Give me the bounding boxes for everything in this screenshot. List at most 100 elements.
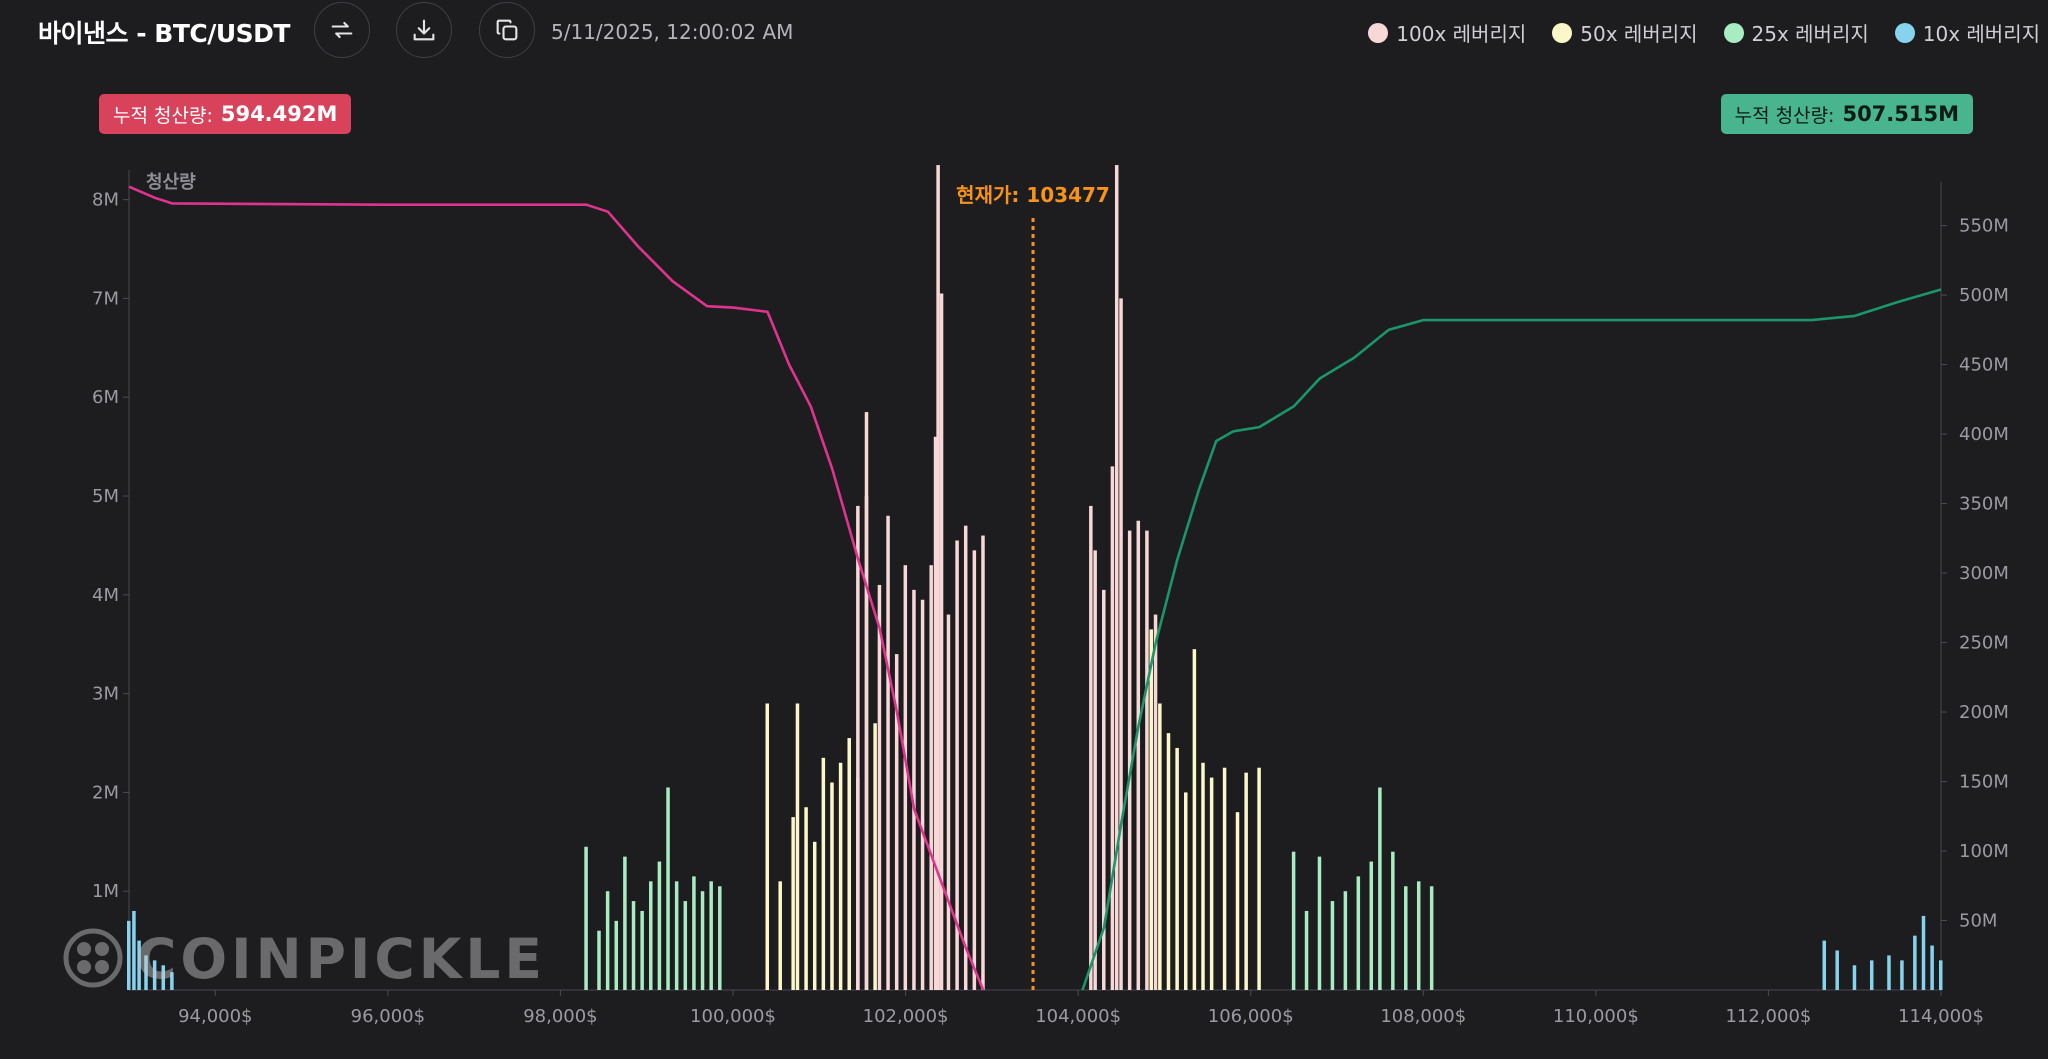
bar-100x <box>1119 298 1123 991</box>
bar-50x <box>1192 649 1197 990</box>
swap-icon <box>331 21 353 39</box>
bar-100x <box>856 505 860 990</box>
coinpickle-watermark: COINPICKLE <box>63 927 542 991</box>
bar-10x <box>137 940 141 990</box>
bar-50x <box>1158 703 1162 990</box>
bar-100x <box>933 436 938 991</box>
badge-value: 594.492M <box>220 102 338 126</box>
bar-25x <box>683 901 688 990</box>
download-icon <box>413 19 435 41</box>
y-left-tick-label: 2M <box>92 782 119 803</box>
y-right-tick-label: 250M <box>1959 633 2009 654</box>
badge-value: 507.515M <box>1842 102 1959 126</box>
legend-item-100x[interactable]: 100x 레버리지 <box>1368 18 1526 47</box>
bar-10x <box>1930 945 1934 990</box>
cumulative-long-line <box>1081 288 1942 991</box>
bar-100x <box>1136 520 1141 990</box>
y-right-tick-label: 100M <box>1959 841 2009 862</box>
bar-50x <box>765 703 770 990</box>
cumulative-short-line <box>128 185 985 991</box>
bar-10x <box>152 960 157 990</box>
leverage-bars <box>127 165 1943 991</box>
bar-25x <box>1416 881 1421 990</box>
bar-25x <box>631 901 636 990</box>
y-left-tick-label: 5M <box>92 486 119 507</box>
bar-50x <box>1257 767 1261 990</box>
y-right-tick-label: 350M <box>1959 494 2009 515</box>
swap-button[interactable] <box>314 2 370 58</box>
bar-10x <box>161 965 166 990</box>
x-tick-label: 100,000$ <box>690 1006 776 1027</box>
copy-button[interactable] <box>479 2 535 58</box>
bar-100x <box>864 412 869 990</box>
bar-25x <box>649 881 653 990</box>
bar-50x <box>847 738 851 990</box>
chart-legend: 100x 레버리지 50x 레버리지 25x 레버리지 10x 레버리지 <box>1368 18 2040 47</box>
bar-100x <box>929 565 933 990</box>
bar-10x <box>144 955 148 990</box>
bar-10x <box>1887 955 1891 990</box>
bar-10x <box>1900 960 1904 990</box>
bar-25x <box>709 881 713 990</box>
y-axis-title: 청산량 <box>146 172 196 193</box>
x-tick-label: 98,000$ <box>523 1006 597 1027</box>
bar-25x <box>1304 910 1309 990</box>
bar-50x <box>873 723 877 990</box>
bar-50x <box>1175 747 1179 990</box>
badge-label: 누적 청산량: <box>113 104 213 127</box>
bar-10x <box>1913 935 1917 990</box>
bar-10x <box>132 910 136 990</box>
bar-50x <box>1149 629 1153 990</box>
bar-100x <box>894 654 899 990</box>
x-tick-label: 108,000$ <box>1380 1006 1466 1027</box>
y-right-tick-label: 550M <box>1959 216 2009 237</box>
bar-100x <box>1110 466 1115 991</box>
bar-25x <box>623 856 627 990</box>
bar-25x <box>1343 891 1348 990</box>
bar-100x <box>939 293 944 990</box>
legend-label: 25x 레버리지 <box>1751 22 1869 46</box>
legend-item-25x[interactable]: 25x 레버리지 <box>1723 18 1869 47</box>
x-tick-label: 110,000$ <box>1553 1006 1639 1027</box>
download-button[interactable] <box>396 2 452 58</box>
bar-50x <box>791 817 795 990</box>
bar-50x <box>838 762 843 990</box>
y-right-tick-label: 50M <box>1959 911 1997 932</box>
bar-100x <box>886 515 890 990</box>
x-tick-label: 114,000$ <box>1898 1006 1984 1027</box>
bar-50x <box>778 881 782 990</box>
bar-100x <box>1102 589 1106 990</box>
y-left-tick-label: 1M <box>92 881 119 902</box>
legend-label: 100x 레버리지 <box>1396 22 1527 46</box>
y-left-tick-label: 3M <box>92 684 119 705</box>
x-tick-label: 102,000$ <box>863 1006 949 1027</box>
bar-25x <box>657 861 662 990</box>
x-tick-label: 106,000$ <box>1208 1006 1294 1027</box>
bar-10x <box>170 972 174 990</box>
current-price-label: 현재가: 103477 <box>956 183 1110 207</box>
bar-100x <box>1089 505 1093 990</box>
header: 바이낸스 - BTC/USDT 5/11/2025, 12:00:02 AM 1… <box>0 0 2048 64</box>
bar-25x <box>1378 787 1382 990</box>
legend-item-50x[interactable]: 50x 레버리지 <box>1552 18 1698 47</box>
bar-100x <box>903 565 908 990</box>
bar-100x <box>920 599 925 990</box>
bar-25x <box>1317 856 1322 990</box>
bar-25x <box>1356 876 1361 990</box>
bar-25x <box>1391 851 1395 990</box>
bar-50x <box>1184 792 1188 990</box>
bar-50x <box>1209 777 1214 990</box>
bar-25x <box>1404 886 1408 990</box>
bar-100x <box>912 589 916 990</box>
legend-dot-icon <box>1368 22 1389 43</box>
legend-label: 10x 레버리지 <box>1922 22 2040 46</box>
bar-100x <box>963 525 968 990</box>
bar-100x <box>1145 530 1149 990</box>
short-liquidation-badge: 누적 청산량: 594.492M <box>99 94 352 134</box>
y-right-tick-label: 200M <box>1959 702 2009 723</box>
bar-100x <box>955 540 959 990</box>
bar-25x <box>1330 901 1335 990</box>
bar-50x <box>821 757 826 990</box>
legend-item-10x[interactable]: 10x 레버리지 <box>1894 18 2040 47</box>
